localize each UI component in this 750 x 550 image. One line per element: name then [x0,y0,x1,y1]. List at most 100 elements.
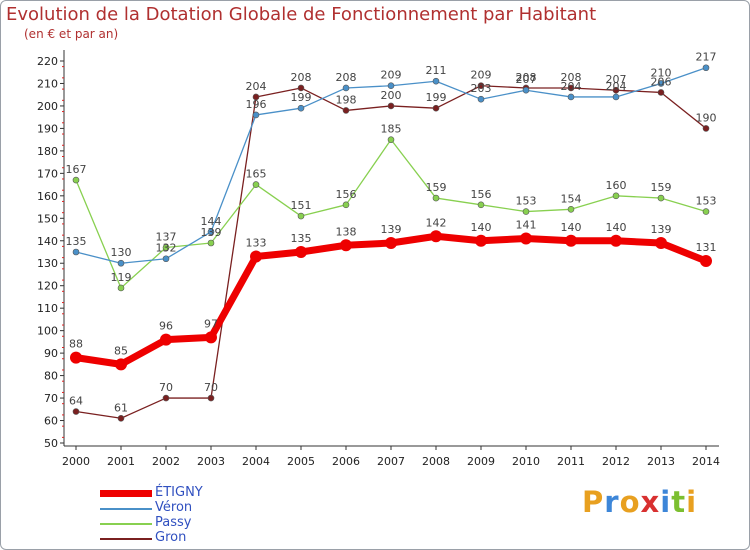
y-tick-label: 70 [44,392,58,405]
data-label-véron: 132 [156,242,177,255]
data-point-étigny [205,331,217,344]
y-tick-label: 220 [37,55,58,68]
data-label-gron: 200 [381,89,402,102]
data-label-passy: 156 [471,188,492,201]
data-label-passy: 160 [606,179,627,192]
y-tick-label: 150 [37,212,58,225]
data-point-passy [117,284,125,292]
data-label-véron: 211 [426,64,447,77]
data-point-passy [612,192,620,200]
y-tick-label: 110 [37,302,58,315]
data-label-passy: 165 [246,168,267,181]
data-point-passy [657,194,665,202]
data-point-gron [72,408,80,415]
data-point-passy [387,136,395,143]
data-point-véron [567,93,575,101]
data-point-passy [567,206,575,213]
proxiti-logo: Proxiti [582,485,697,519]
data-point-véron [522,86,530,94]
data-label-étigny: 140 [471,221,492,234]
axes: 50 60 70 80 90 100 110 120 130 140 150 160 170 180 190… [37,50,720,468]
data-label-gron: 70 [159,381,173,394]
data-label-étigny: 140 [561,221,582,234]
data-label-gron: 199 [426,91,447,104]
data-point-passy [702,208,710,215]
data-label-étigny: 139 [381,223,402,236]
y-tick-label: 170 [37,167,58,180]
data-point-gron [162,394,170,402]
x-tick-label: 2002 [152,455,180,468]
data-label-étigny: 133 [246,236,267,249]
data-label-étigny: 88 [69,338,83,351]
data-point-étigny [520,232,532,245]
x-tick-label: 2006 [332,455,360,468]
y-tick-label: 120 [37,280,58,293]
legend-label-gron: Gron [155,530,187,545]
data-point-passy [432,194,440,202]
legend-label-etigny: ÉTIGNY [155,485,203,500]
y-tick-label: 160 [37,190,58,203]
series-points [70,64,712,422]
data-point-gron [117,414,125,422]
x-tick-label: 2012 [602,455,630,468]
data-point-véron [612,93,620,101]
data-label-véron: 209 [381,69,402,82]
data-point-étigny [565,234,577,247]
data-label-étigny: 96 [159,320,173,333]
data-label-passy: 159 [651,181,672,194]
data-point-véron [477,95,485,103]
series-line-passy [75,138,707,289]
data-label-véron: 203 [471,82,492,95]
data-label-gron: 208 [516,71,537,84]
x-tick-label: 2007 [377,455,405,468]
data-label-gron: 70 [204,381,218,394]
y-tick-label: 130 [37,257,58,270]
data-point-gron [207,394,215,402]
data-label-gron: 208 [561,71,582,84]
data-point-étigny [430,230,442,243]
data-point-gron [252,93,260,101]
data-label-véron: 196 [246,98,267,111]
legend-label-passy: Passy [155,515,192,530]
data-point-passy [297,212,305,220]
x-tick-label: 2010 [512,455,540,468]
x-tick-label: 2013 [647,455,675,468]
data-label-véron: 130 [111,246,132,259]
y-tick-label: 60 [44,415,58,428]
y-tick-label: 50 [44,437,58,450]
y-tick-label: 100 [37,325,58,338]
data-label-passy: 139 [201,226,222,239]
x-tick-label: 2000 [62,455,90,468]
data-point-véron [387,82,395,90]
data-label-étigny: 138 [336,225,357,238]
y-tick-label: 190 [37,122,58,135]
logo-letter: o [619,485,641,519]
data-point-étigny [295,246,307,258]
data-point-étigny [340,239,352,252]
data-point-passy [252,181,260,188]
data-point-gron [567,84,575,92]
data-label-passy: 119 [111,271,132,284]
data-label-gron: 207 [606,73,627,86]
data-point-véron [432,77,440,85]
data-label-étigny: 135 [291,232,312,245]
data-label-gron: 209 [471,69,492,82]
data-label-étigny: 139 [651,223,672,236]
y-tick-label: 90 [44,347,58,360]
data-point-gron [432,104,440,112]
data-label-véron: 210 [651,66,672,79]
data-point-gron [342,107,350,114]
data-label-étigny: 142 [426,216,447,229]
data-label-passy: 137 [156,231,177,244]
logo-letter: i [660,485,672,519]
x-tick-label: 2005 [287,455,315,468]
x-tick-label: 2014 [692,455,720,468]
data-label-véron: 135 [66,235,87,248]
data-point-véron [702,64,710,72]
legend-label-veron: Véron [155,500,193,515]
y-tick-label: 180 [37,145,58,158]
data-label-étigny: 131 [696,241,717,254]
data-point-gron [657,89,665,96]
legend-swatch-etigny [100,490,152,497]
